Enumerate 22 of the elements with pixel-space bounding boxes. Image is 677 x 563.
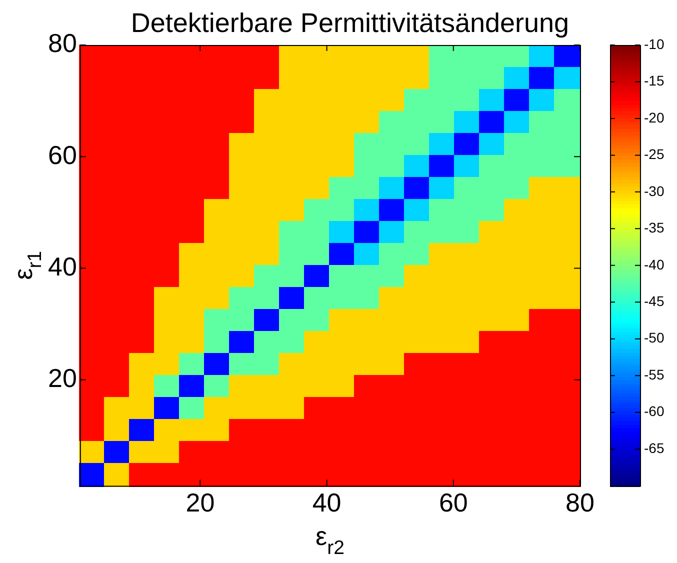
x-tick-label: 20 xyxy=(186,488,215,518)
y-tick-label: 60 xyxy=(48,140,77,170)
color-bar-label: -55 xyxy=(644,366,664,382)
color-bar-label: -60 xyxy=(644,403,664,420)
color-bar-label: -40 xyxy=(644,256,664,272)
y-tick-label: 40 xyxy=(48,251,77,282)
chart-title: Detektierbare Permittivitätsänderung xyxy=(130,8,570,38)
x-tick-label: 80 xyxy=(566,488,594,518)
y-tick-label: 80 xyxy=(48,28,77,58)
y-tick-label: 20 xyxy=(48,362,77,393)
color-bar-label: -50 xyxy=(644,330,664,346)
color-bar-label: -25 xyxy=(644,146,664,162)
color-bar-label: -65 xyxy=(644,440,664,456)
color-bar-label: -35 xyxy=(644,220,664,236)
color-bar-label: -15 xyxy=(644,72,664,89)
color-bar-label: -30 xyxy=(644,182,664,199)
color-bar-label: -10 xyxy=(644,36,664,52)
color-bar-label: -45 xyxy=(644,292,664,309)
x-tick-label: 60 xyxy=(438,488,468,518)
y-axis-title: εr1 xyxy=(8,250,46,280)
color-bar-label: -20 xyxy=(644,109,664,126)
x-tick-label: 40 xyxy=(312,488,342,518)
